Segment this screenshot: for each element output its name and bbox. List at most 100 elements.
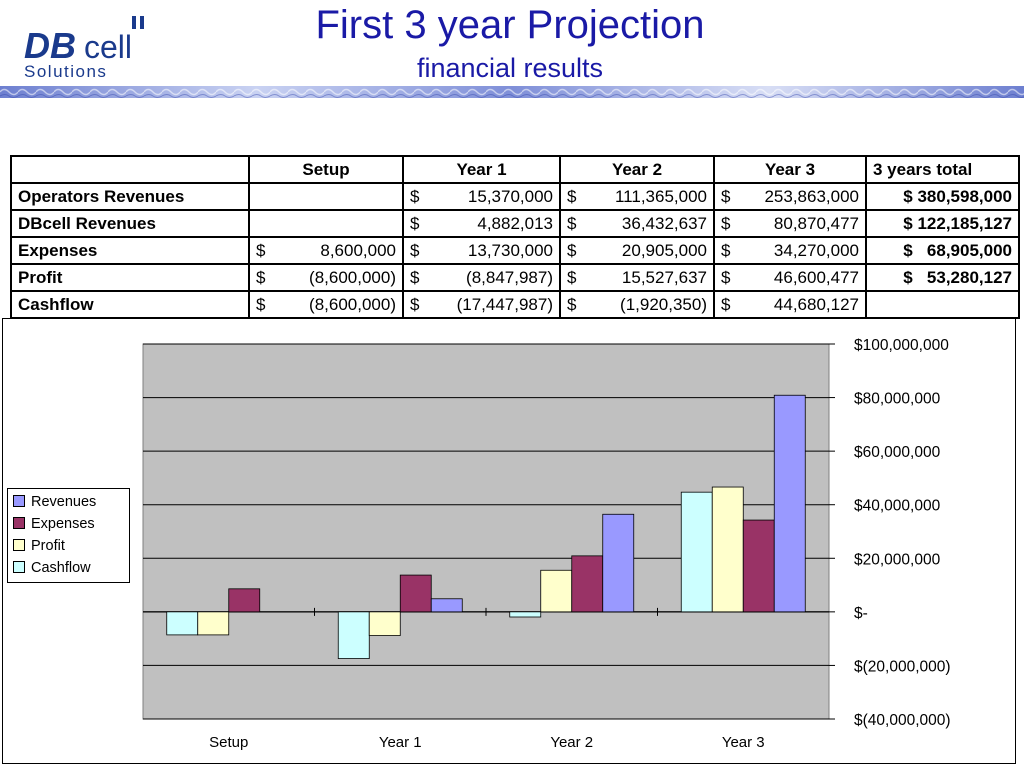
column-header: 3 years total: [865, 155, 1020, 184]
legend-swatch: [13, 561, 25, 574]
x-tick-label: Year 2: [550, 734, 593, 751]
bar-profit: [540, 569, 573, 613]
dbcell-logo: DB cell Solutions: [24, 16, 144, 81]
legend-item: Cashflow: [13, 557, 129, 579]
cell-value: 4,882,013: [477, 213, 553, 233]
legend-label: Profit: [31, 538, 65, 554]
table-cell: $ (8,600,000): [248, 290, 404, 319]
column-header: Setup: [248, 155, 404, 184]
legend-swatch: [13, 539, 25, 552]
total-cell: $ 380,598,000: [865, 182, 1020, 211]
bar-revenues: [430, 598, 463, 613]
cell-value: 13,730,000: [467, 240, 553, 260]
currency-symbol: $: [567, 186, 577, 206]
bar-expenses: [228, 588, 261, 613]
table-cell: $13,730,000: [402, 236, 561, 265]
bar-cashflow: [509, 611, 542, 618]
page-subtitle: financial results: [416, 53, 604, 83]
currency-symbol: $: [410, 294, 420, 314]
page-title: First 3 year Projection: [315, 3, 705, 47]
table-cell: $80,870,477: [713, 209, 867, 238]
table-cell: [248, 182, 404, 211]
column-header: Year 3: [713, 155, 867, 184]
chart-legend: Revenues Expenses Profit Cashflow: [7, 488, 130, 583]
legend-swatch: [13, 495, 25, 508]
table-cell: $15,370,000: [402, 182, 561, 211]
table-row: Expenses $8,600,000 $13,730,000 $20,905,000…: [10, 236, 1020, 265]
table-cell: [248, 209, 404, 238]
bar-revenues: [773, 394, 806, 613]
legend-label: Cashflow: [31, 560, 91, 576]
legend-item: Revenues: [13, 491, 129, 513]
bar-profit: [711, 486, 744, 613]
legend-label: Revenues: [31, 494, 97, 510]
y-tick-label: $(40,000,000): [854, 712, 951, 729]
currency-symbol: $: [410, 240, 420, 260]
cell-value: 253,863,000: [764, 186, 859, 206]
cell-value: 44,680,127: [773, 294, 859, 314]
currency-symbol: $: [567, 267, 577, 287]
column-header: Year 2: [559, 155, 715, 184]
cell-value: 34,270,000: [773, 240, 859, 260]
currency-symbol: $: [567, 240, 577, 260]
bar-profit: [368, 611, 401, 636]
currency-symbol: $: [256, 267, 266, 287]
table-cell: $111,365,000: [559, 182, 715, 211]
cell-value: 20,905,000: [621, 240, 707, 260]
currency-symbol: $: [721, 213, 731, 233]
legend-swatch: [13, 517, 25, 530]
column-header: [10, 155, 250, 184]
legend-item: Expenses: [13, 513, 129, 535]
bar-expenses: [571, 555, 604, 613]
y-tick-label: $60,000,000: [854, 444, 941, 461]
x-tick-label: Year 3: [722, 734, 765, 751]
y-tick-label: $-: [854, 605, 868, 622]
table-row: Operators Revenues $15,370,000 $111,365,00…: [10, 182, 1020, 211]
bar-cashflow: [166, 611, 199, 636]
currency-symbol: $: [567, 294, 577, 314]
currency-symbol: $: [721, 240, 731, 260]
table-cell: $ (17,447,987): [402, 290, 561, 319]
column-header: Year 1: [402, 155, 561, 184]
total-cell: $ 68,905,000: [865, 236, 1020, 265]
cell-value: (8,847,987): [466, 267, 553, 287]
table-row: DBcell Revenues $4,882,013 $36,432,637 $80,…: [10, 209, 1020, 238]
cell-value: (1,920,350): [620, 294, 707, 314]
cell-value: 80,870,477: [773, 213, 859, 233]
table-row: Profit $ (8,600,000) $ (8,847,987) $15,527,63…: [10, 263, 1020, 292]
bar-expenses: [399, 574, 432, 613]
currency-symbol: $: [721, 294, 731, 314]
cell-value: (8,600,000): [309, 294, 396, 314]
logo-bar-1: [132, 16, 136, 29]
table-cell: $15,527,637: [559, 263, 715, 292]
table-cell: $20,905,000: [559, 236, 715, 265]
cell-value: 111,365,000: [614, 186, 707, 206]
bar-revenues: [602, 513, 635, 613]
table-cell: $44,680,127: [713, 290, 867, 319]
y-tick-label: $100,000,000: [854, 337, 949, 354]
table-cell: $34,270,000: [713, 236, 867, 265]
row-label: DBcell Revenues: [10, 209, 250, 238]
financial-table: Setup Year 1 Year 2 Year 3 3 years total…: [10, 155, 1020, 319]
cell-value: 46,600,477: [773, 267, 859, 287]
legend-item: Profit: [13, 535, 129, 557]
table-cell: $253,863,000: [713, 182, 867, 211]
header-banner: [0, 86, 1024, 98]
total-cell: $ 53,280,127: [865, 263, 1020, 292]
row-label: Expenses: [10, 236, 250, 265]
cell-value: 15,370,000: [467, 186, 553, 206]
logo-db-text: DB: [24, 25, 76, 66]
currency-symbol: $: [721, 186, 731, 206]
row-label: Profit: [10, 263, 250, 292]
bar-expenses: [742, 519, 775, 613]
y-tick-label: $20,000,000: [854, 551, 941, 568]
bar-cashflow: [337, 611, 370, 659]
logo-cell-text: cell: [84, 29, 132, 65]
logo-solutions-text: Solutions: [24, 62, 107, 81]
table-cell: $4,882,013: [402, 209, 561, 238]
total-cell: $ 122,185,127: [865, 209, 1020, 238]
cell-value: (17,447,987): [456, 294, 553, 314]
currency-symbol: $: [410, 267, 420, 287]
currency-symbol: $: [410, 213, 420, 233]
legend-label: Expenses: [31, 516, 95, 532]
